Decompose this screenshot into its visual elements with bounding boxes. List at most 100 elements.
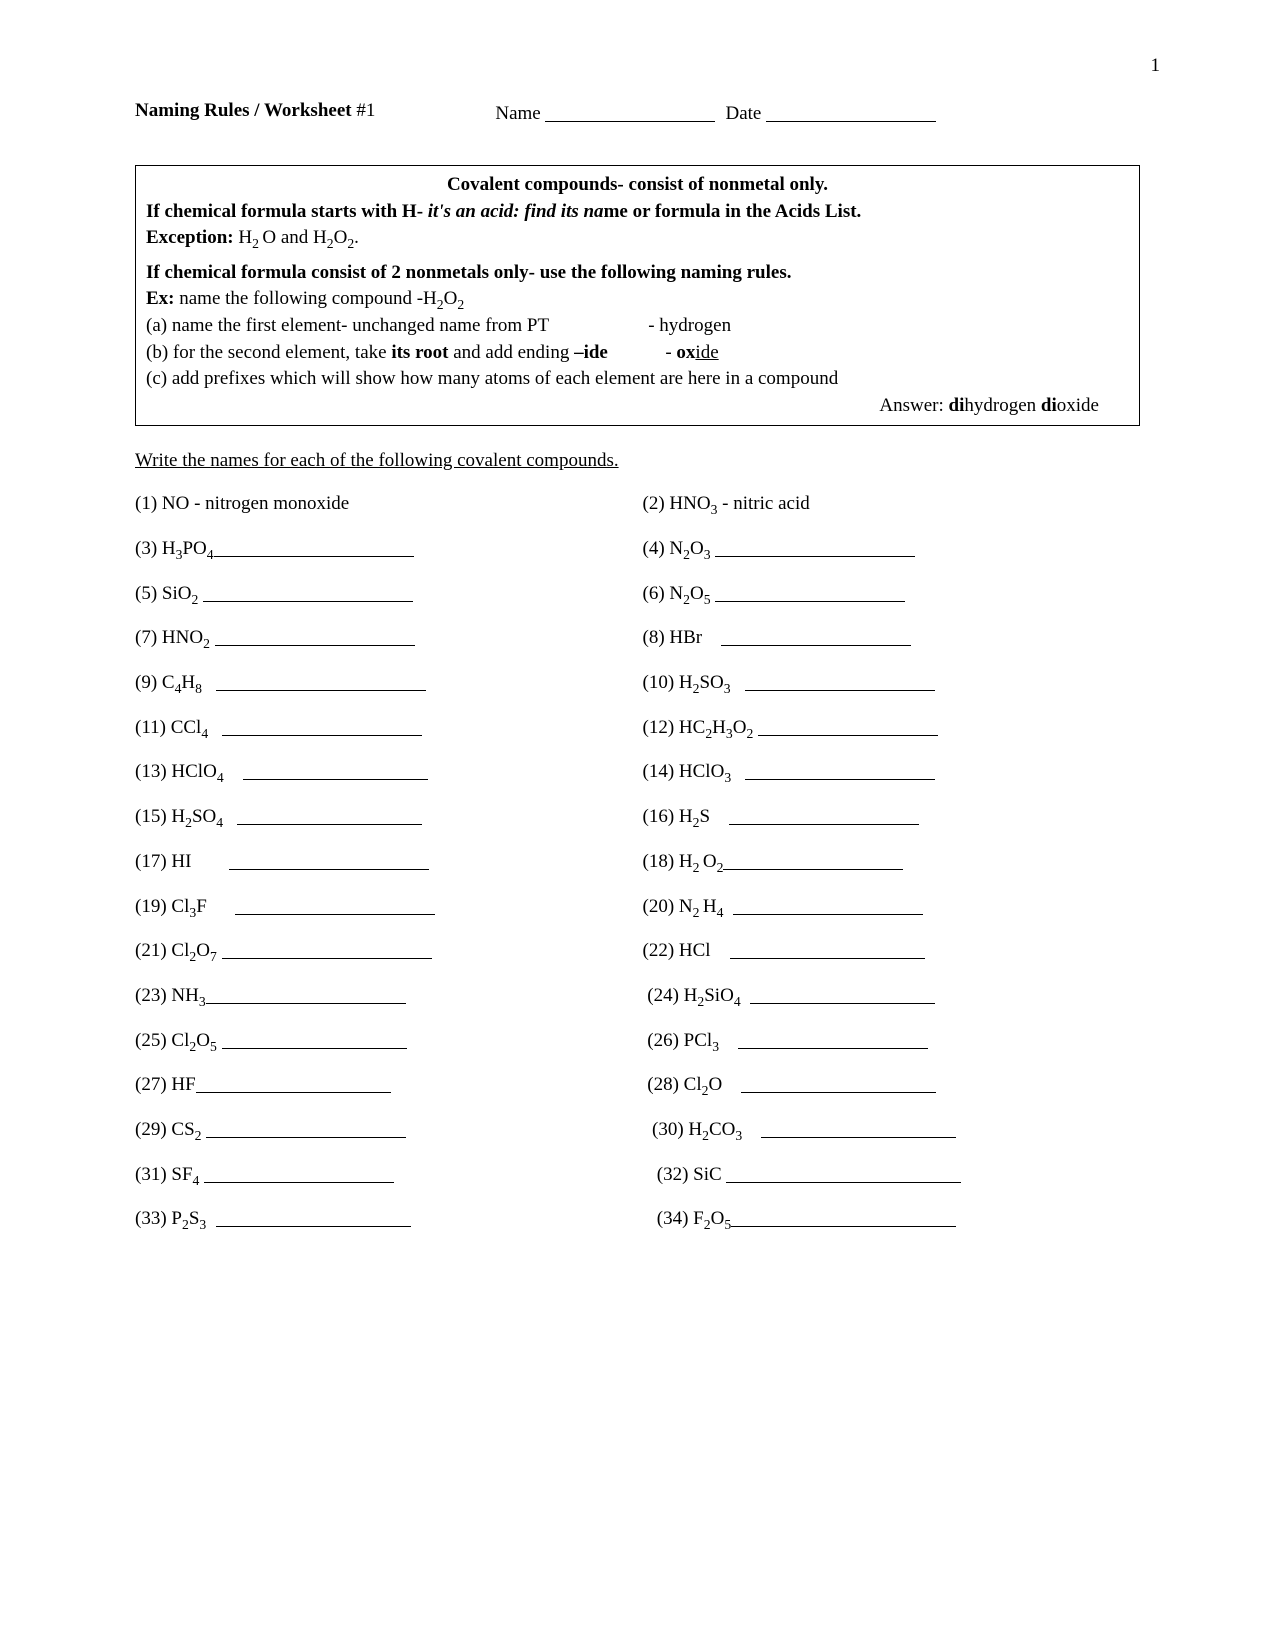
p6-blank[interactable] — [715, 583, 905, 602]
p8-blank[interactable] — [721, 627, 911, 646]
problem-22: (22) HCl — [643, 937, 1141, 964]
p20-blank[interactable] — [733, 896, 923, 915]
box-line7-d: –ide — [574, 342, 608, 363]
box-line6: (a) name the first element- unchanged na… — [146, 313, 1129, 340]
p21s2: 7 — [210, 949, 217, 964]
p21a: (21) Cl — [135, 940, 189, 961]
sub-2e: 2 — [457, 297, 464, 312]
box-line7-e: - — [665, 342, 676, 363]
p25-blank[interactable] — [222, 1030, 407, 1049]
sub-2b: 2 — [327, 236, 334, 251]
box-line7-c: and add ending — [448, 342, 574, 363]
name-blank[interactable] — [545, 103, 715, 122]
p29-blank[interactable] — [206, 1119, 406, 1138]
p25b: O — [196, 1030, 210, 1051]
problem-34: (34) F2O5 — [643, 1205, 1141, 1232]
p9-blank[interactable] — [216, 672, 426, 691]
p11a: (11) CCl — [135, 717, 201, 738]
p4a: (4) N — [643, 538, 684, 559]
p28b: O — [708, 1074, 722, 1095]
p13-blank[interactable] — [243, 761, 428, 780]
p3a: (3) H — [135, 538, 176, 559]
p25s2: 5 — [210, 1038, 217, 1053]
p10-blank[interactable] — [745, 672, 935, 691]
problem-32: (32) SiC — [643, 1161, 1141, 1188]
problem-21: (21) Cl2O7 — [135, 937, 633, 964]
p15-blank[interactable] — [237, 806, 422, 825]
p14a: (14) HClO — [643, 761, 725, 782]
p13s: 4 — [217, 770, 224, 785]
p18s2: 2 — [717, 860, 724, 875]
box-line3-e: . — [354, 227, 359, 248]
spacer — [146, 252, 1129, 260]
p34-blank[interactable] — [731, 1208, 956, 1227]
p30b: CO — [709, 1119, 735, 1140]
p30-blank[interactable] — [761, 1119, 956, 1138]
p33b: S — [189, 1208, 200, 1229]
date-blank[interactable] — [766, 103, 936, 122]
problem-25: (25) Cl2O5 — [135, 1027, 633, 1054]
p22-blank[interactable] — [730, 940, 925, 959]
page-number: 1 — [1151, 55, 1161, 77]
p9a: (9) C — [135, 672, 175, 693]
p18-blank[interactable] — [723, 851, 903, 870]
box-answer: Answer: dihydrogen dioxide — [146, 393, 1129, 420]
p32-blank[interactable] — [726, 1164, 961, 1183]
p34s2: 5 — [724, 1217, 731, 1232]
p27-blank[interactable] — [196, 1074, 391, 1093]
problems-grid: (1) NO - nitrogen monoxide (2) HNO3 - ni… — [135, 492, 1140, 1232]
p31a: (31) SF — [135, 1164, 193, 1185]
p21-blank[interactable] — [222, 940, 432, 959]
p28-blank[interactable] — [741, 1074, 936, 1093]
p5-blank[interactable] — [203, 583, 413, 602]
problem-17: (17) HI — [135, 848, 633, 875]
p2a: (2) HNO — [643, 493, 711, 514]
box-line2-b: it's an acid: find its na — [428, 201, 604, 222]
p14-blank[interactable] — [745, 761, 935, 780]
box-line5-c: O — [444, 288, 458, 309]
problem-10: (10) H2SO3 — [643, 669, 1141, 696]
p19-blank[interactable] — [235, 896, 435, 915]
p16b: S — [699, 806, 710, 827]
worksheet-page: 1 Naming Rules / Worksheet #1 Name Date … — [0, 0, 1275, 1650]
box-line3-b: H — [234, 227, 252, 248]
p17-blank[interactable] — [229, 851, 429, 870]
p23-blank[interactable] — [206, 985, 406, 1004]
name-label: Name — [495, 103, 540, 124]
p28a: (28) Cl — [647, 1074, 701, 1095]
info-box: Covalent compounds- consist of nonmetal … — [135, 165, 1140, 426]
p34s1: 2 — [704, 1217, 711, 1232]
p18s1: 2 — [693, 860, 703, 875]
p3-blank[interactable] — [214, 538, 414, 557]
p32a: (32) SiC — [657, 1164, 722, 1185]
p7-blank[interactable] — [215, 627, 415, 646]
p5s: 2 — [191, 592, 198, 607]
p12-blank[interactable] — [758, 717, 938, 736]
p18b: O — [703, 851, 717, 872]
p2b: - nitric acid — [717, 493, 809, 514]
p17a: (17) HI — [135, 851, 191, 872]
p16-blank[interactable] — [729, 806, 919, 825]
p11s: 4 — [201, 726, 208, 741]
box-line6-a: (a) name the first element- unchanged na… — [146, 315, 549, 336]
p12c: O — [733, 717, 747, 738]
problem-16: (16) H2S — [643, 803, 1141, 830]
problem-19: (19) Cl3F — [135, 893, 633, 920]
p11-blank[interactable] — [222, 717, 422, 736]
box-line3: Exception: H2 O and H2O2. — [146, 225, 1129, 252]
p14s: 3 — [724, 770, 731, 785]
p24-blank[interactable] — [750, 985, 935, 1004]
ans-c: hydrogen — [964, 395, 1041, 416]
p31-blank[interactable] — [204, 1164, 394, 1183]
p33a: (33) P — [135, 1208, 182, 1229]
p8a: (8) HBr — [643, 627, 703, 648]
p27a: (27) HF — [135, 1074, 196, 1095]
name-field: Name — [495, 100, 715, 125]
p5a: (5) SiO — [135, 583, 191, 604]
p4-blank[interactable] — [715, 538, 915, 557]
problem-5: (5) SiO2 — [135, 580, 633, 607]
p12a: (12) HC — [643, 717, 706, 738]
p33-blank[interactable] — [216, 1208, 411, 1227]
p3s2: 4 — [207, 547, 214, 562]
p26-blank[interactable] — [738, 1030, 928, 1049]
